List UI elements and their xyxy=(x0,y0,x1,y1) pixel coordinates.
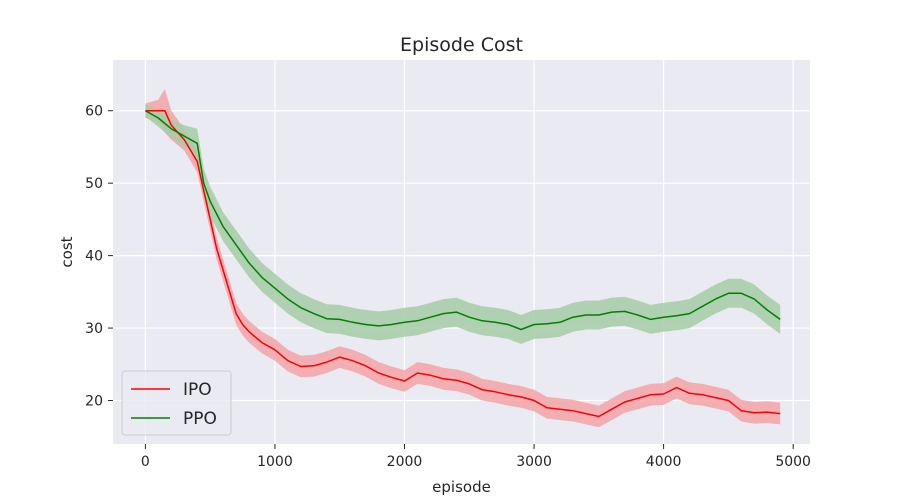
x-tick-label: 0 xyxy=(141,454,150,470)
band-ipo xyxy=(145,89,781,428)
x-tick-label: 1000 xyxy=(257,454,293,470)
series-line-ppo xyxy=(145,110,781,331)
x-tick-label: 3000 xyxy=(516,454,552,470)
chart-title: Episode Cost xyxy=(400,34,523,56)
series-lines xyxy=(145,109,781,418)
y-tick-label: 60 xyxy=(85,104,103,120)
y-tick-labels: 20 30 40 50 60 xyxy=(85,104,113,410)
x-tick-label: 4000 xyxy=(646,454,682,470)
y-tick-label: 20 xyxy=(85,394,103,410)
x-tick-label: 2000 xyxy=(387,454,423,470)
y-tick-label: 30 xyxy=(85,321,103,337)
x-axis-label: episode xyxy=(432,478,491,496)
x-tick-labels: 0 1000 2000 3000 4000 5000 xyxy=(141,444,811,470)
y-axis-label: cost xyxy=(58,236,76,267)
x-tick-label: 5000 xyxy=(775,454,811,470)
x-gridlines xyxy=(144,60,794,444)
series-line-ipo xyxy=(145,109,781,418)
legend-box xyxy=(121,370,232,436)
y-tick-label: 50 xyxy=(85,176,103,192)
confidence-bands xyxy=(145,89,781,428)
legend-label-ipo: IPO xyxy=(183,380,212,400)
legend-label-ppo: PPO xyxy=(183,409,217,429)
y-tick-label: 40 xyxy=(85,249,103,265)
legend: IPO PPO xyxy=(121,370,232,436)
